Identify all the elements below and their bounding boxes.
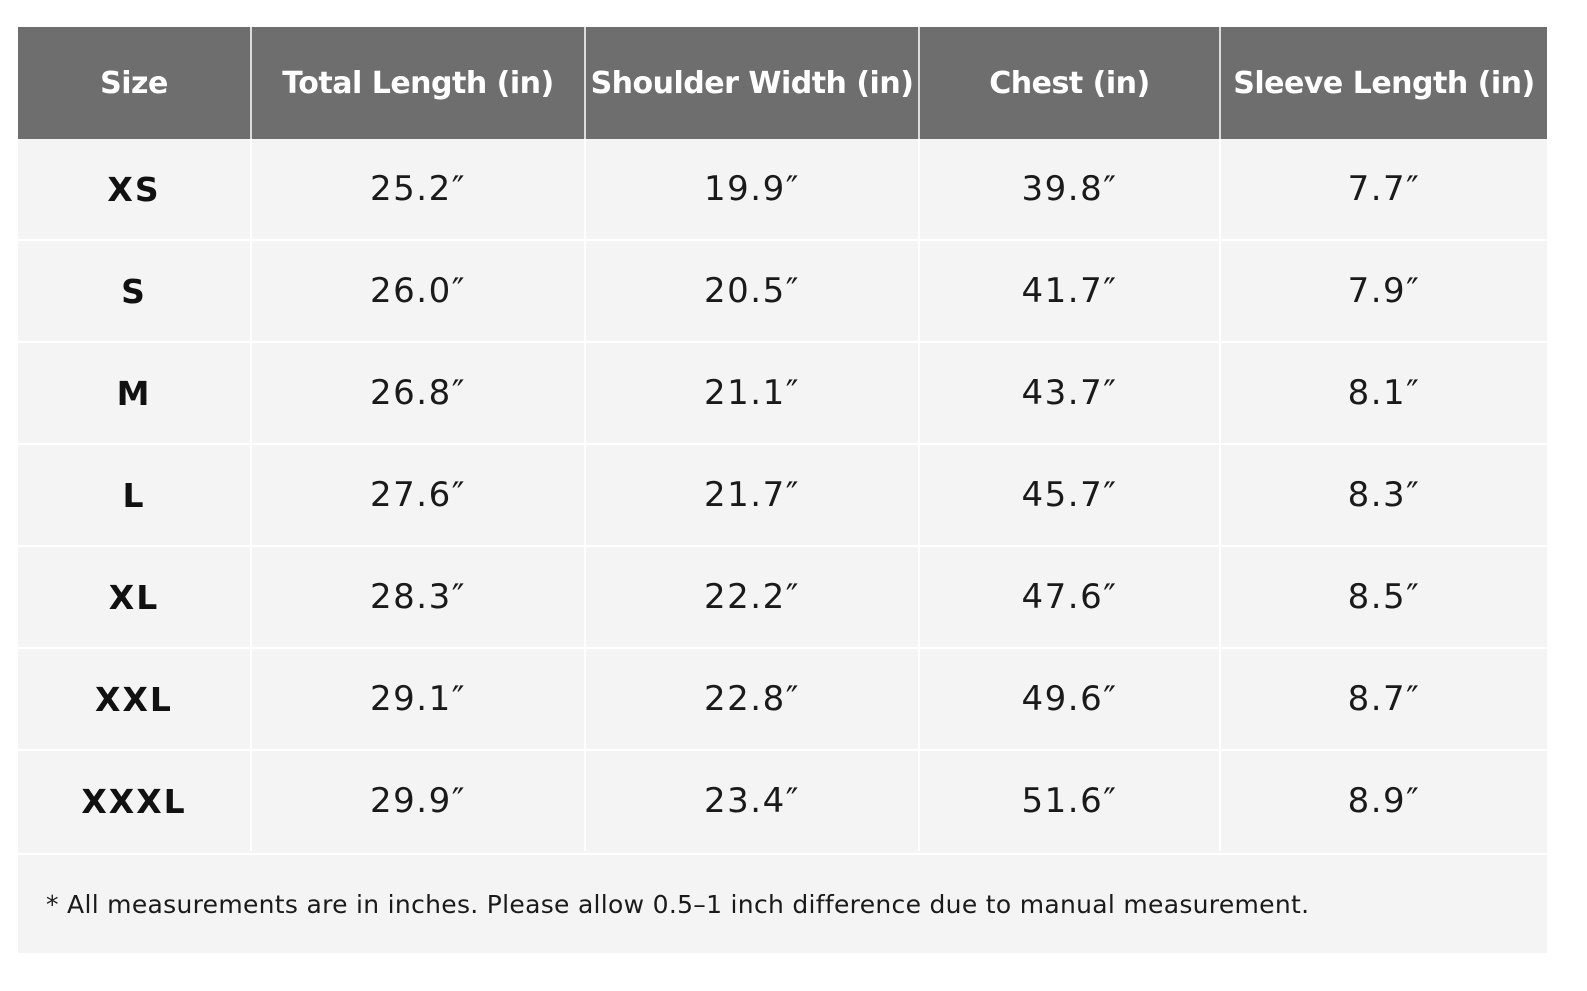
size-chart-table: Size Total Length (in) Shoulder Width (i… (18, 27, 1547, 851)
table-row: S 26.0″ 20.5″ 41.7″ 7.9″ (18, 239, 1547, 342)
size-chart: Size Total Length (in) Shoulder Width (i… (18, 27, 1547, 953)
shoulder-width-cell: 21.7″ (584, 443, 919, 546)
shoulder-width-cell: 23.4″ (584, 749, 919, 851)
total-length-cell: 27.6″ (250, 443, 585, 546)
sleeve-length-cell: 7.7″ (1219, 139, 1547, 240)
sleeve-length-cell: 8.9″ (1219, 749, 1547, 851)
table-row: M 26.8″ 21.1″ 43.7″ 8.1″ (18, 341, 1547, 444)
chest-cell: 49.6″ (918, 647, 1220, 750)
table-row: L 27.6″ 21.7″ 45.7″ 8.3″ (18, 443, 1547, 546)
size-cell: M (18, 341, 251, 444)
total-length-cell: 28.3″ (250, 545, 585, 648)
total-length-cell: 25.2″ (250, 139, 585, 240)
sleeve-length-cell: 8.5″ (1219, 545, 1547, 648)
size-cell: L (18, 443, 251, 546)
table-row: XXXL 29.9″ 23.4″ 51.6″ 8.9″ (18, 749, 1547, 851)
shoulder-width-cell: 19.9″ (584, 139, 919, 240)
sleeve-length-cell: 8.1″ (1219, 341, 1547, 444)
table-row: XS 25.2″ 19.9″ 39.8″ 7.7″ (18, 139, 1547, 240)
total-length-cell: 26.0″ (250, 239, 585, 342)
header-row: Size Total Length (in) Shoulder Width (i… (18, 27, 1547, 139)
size-cell: XXXL (18, 749, 251, 851)
size-cell: S (18, 239, 251, 342)
sleeve-length-cell: 8.3″ (1219, 443, 1547, 546)
total-length-cell: 26.8″ (250, 341, 585, 444)
header-chest: Chest (in) (918, 27, 1220, 139)
size-cell: XXL (18, 647, 251, 750)
size-cell: XL (18, 545, 251, 648)
chest-cell: 51.6″ (918, 749, 1220, 851)
chest-cell: 41.7″ (918, 239, 1220, 342)
shoulder-width-cell: 22.8″ (584, 647, 919, 750)
header-shoulder-width: Shoulder Width (in) (584, 27, 919, 139)
shoulder-width-cell: 22.2″ (584, 545, 919, 648)
chest-cell: 45.7″ (918, 443, 1220, 546)
header-total-length: Total Length (in) (250, 27, 585, 139)
sleeve-length-cell: 8.7″ (1219, 647, 1547, 750)
table-row: XXL 29.1″ 22.8″ 49.6″ 8.7″ (18, 647, 1547, 750)
sleeve-length-cell: 7.9″ (1219, 239, 1547, 342)
size-cell: XS (107, 169, 161, 209)
shoulder-width-cell: 20.5″ (584, 239, 919, 342)
chest-cell: 47.6″ (918, 545, 1220, 648)
chest-cell: 43.7″ (918, 341, 1220, 444)
shoulder-width-cell: 21.1″ (584, 341, 919, 444)
table-row: XL 28.3″ 22.2″ 47.6″ 8.5″ (18, 545, 1547, 648)
total-length-cell: 29.9″ (250, 749, 585, 851)
header-sleeve-length: Sleeve Length (in) (1219, 27, 1547, 139)
chest-cell: 39.8″ (918, 139, 1220, 240)
header-size: Size (18, 27, 251, 139)
measurement-footnote: * All measurements are in inches. Please… (18, 853, 1547, 953)
total-length-cell: 29.1″ (250, 647, 585, 750)
